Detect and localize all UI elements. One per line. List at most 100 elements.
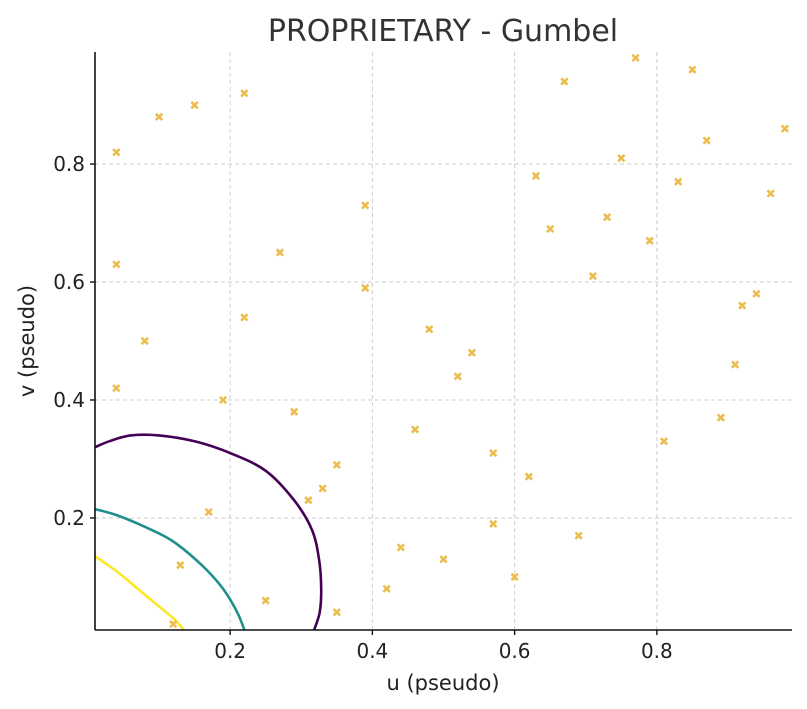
scatter-point-stroke bbox=[425, 325, 434, 334]
scatter-point-stroke bbox=[396, 543, 405, 552]
scatter-points bbox=[112, 53, 790, 629]
scatter-point bbox=[574, 531, 583, 540]
scatter-point-stroke bbox=[332, 460, 341, 469]
scatter-point bbox=[645, 236, 654, 245]
scatter-point bbox=[218, 395, 228, 405]
scatter-point bbox=[169, 619, 178, 629]
scatter-point-stroke bbox=[716, 413, 725, 422]
contour-line bbox=[95, 507, 246, 630]
scatter-point-stroke bbox=[489, 448, 498, 458]
scatter-point-stroke bbox=[112, 260, 121, 269]
scatter-point bbox=[489, 448, 498, 458]
contour-lines bbox=[95, 433, 323, 630]
scatter-point bbox=[467, 348, 477, 357]
scatter-point-stroke bbox=[453, 372, 462, 381]
scatter-point-stroke bbox=[524, 472, 533, 481]
y-tick-label: 0.6 bbox=[53, 270, 85, 294]
scatter-point-stroke bbox=[439, 555, 448, 564]
y-tick-label: 0.4 bbox=[53, 388, 85, 412]
scatter-point-stroke bbox=[531, 171, 541, 180]
scatter-point-stroke bbox=[382, 584, 391, 593]
contour-line bbox=[95, 555, 186, 630]
scatter-point-stroke bbox=[560, 77, 569, 86]
scatter-point bbox=[752, 289, 761, 298]
scatter-point bbox=[112, 148, 121, 157]
scatter-point bbox=[531, 171, 541, 180]
scatter-point-stroke bbox=[304, 496, 313, 505]
scatter-point bbox=[190, 100, 199, 110]
scatter-point bbox=[730, 360, 740, 369]
scatter-point-stroke bbox=[218, 395, 228, 405]
x-tick-label: 0.2 bbox=[214, 639, 246, 663]
scatter-point bbox=[524, 472, 533, 481]
scatter-point-stroke bbox=[112, 384, 121, 393]
scatter-point-stroke bbox=[617, 154, 626, 163]
scatter-point-stroke bbox=[318, 484, 327, 493]
scatter-point bbox=[702, 136, 711, 145]
scatter-point bbox=[154, 112, 164, 121]
scatter-point bbox=[382, 584, 391, 593]
scatter-point bbox=[738, 301, 747, 310]
scatter-point-stroke bbox=[140, 336, 149, 346]
grid-lines bbox=[95, 52, 792, 630]
scatter-point bbox=[631, 53, 640, 63]
scatter-point-stroke bbox=[489, 519, 498, 528]
contour-line bbox=[95, 433, 323, 630]
scatter-point-stroke bbox=[780, 124, 790, 133]
scatter-point bbox=[766, 189, 775, 198]
scatter-point bbox=[716, 413, 725, 422]
scatter-point-stroke bbox=[688, 65, 697, 74]
x-axis-ticks: 0.2 0.4 0.6 0.8 bbox=[214, 630, 673, 663]
scatter-point-stroke bbox=[766, 189, 775, 198]
scatter-point-stroke bbox=[674, 177, 683, 186]
scatter-point-stroke bbox=[410, 425, 420, 434]
scatter-point bbox=[659, 437, 669, 446]
scatter-point bbox=[275, 248, 285, 257]
y-axis-label: v (pseudo) bbox=[15, 285, 39, 397]
scatter-point bbox=[261, 596, 270, 605]
y-tick-label: 0.8 bbox=[53, 152, 85, 176]
scatter-point-stroke bbox=[240, 313, 249, 322]
scatter-point bbox=[240, 313, 249, 322]
scatter-point-stroke bbox=[702, 136, 711, 145]
scatter-point-stroke bbox=[275, 248, 285, 257]
scatter-point bbox=[112, 384, 121, 393]
scatter-point bbox=[510, 572, 519, 582]
scatter-point bbox=[112, 260, 121, 269]
scatter-point-stroke bbox=[546, 224, 555, 234]
y-axis-ticks: 0.2 0.4 0.6 0.8 bbox=[53, 152, 95, 530]
scatter-point-stroke bbox=[730, 360, 740, 369]
scatter-point bbox=[425, 325, 434, 334]
scatter-point bbox=[290, 407, 299, 416]
scatter-point bbox=[617, 154, 626, 163]
chart-title: PROPRIETARY - Gumbel bbox=[268, 14, 618, 49]
scatter-point bbox=[588, 272, 597, 281]
y-tick-label: 0.2 bbox=[53, 506, 85, 530]
scatter-point bbox=[396, 543, 405, 552]
scatter-point-stroke bbox=[332, 608, 341, 617]
x-tick-label: 0.4 bbox=[356, 639, 388, 663]
scatter-point-stroke bbox=[588, 272, 597, 281]
scatter-point bbox=[332, 460, 341, 469]
scatter-point-stroke bbox=[467, 348, 477, 357]
scatter-point-stroke bbox=[240, 89, 249, 98]
scatter-point bbox=[361, 283, 370, 293]
scatter-point bbox=[240, 89, 249, 98]
scatter-point-stroke bbox=[645, 236, 654, 245]
x-axis-label: u (pseudo) bbox=[386, 671, 499, 695]
scatter-point-stroke bbox=[631, 53, 640, 63]
scatter-point bbox=[410, 425, 420, 434]
scatter-point bbox=[674, 177, 683, 186]
scatter-point-stroke bbox=[261, 596, 270, 605]
scatter-point-stroke bbox=[752, 289, 761, 298]
scatter-point-stroke bbox=[510, 572, 519, 582]
scatter-point bbox=[332, 608, 341, 617]
scatter-point-stroke bbox=[169, 619, 178, 629]
scatter-point-stroke bbox=[574, 531, 583, 540]
scatter-point bbox=[439, 555, 448, 564]
scatter-point bbox=[318, 484, 327, 493]
scatter-point-stroke bbox=[602, 213, 612, 222]
scatter-point bbox=[489, 519, 498, 528]
scatter-point bbox=[688, 65, 697, 74]
